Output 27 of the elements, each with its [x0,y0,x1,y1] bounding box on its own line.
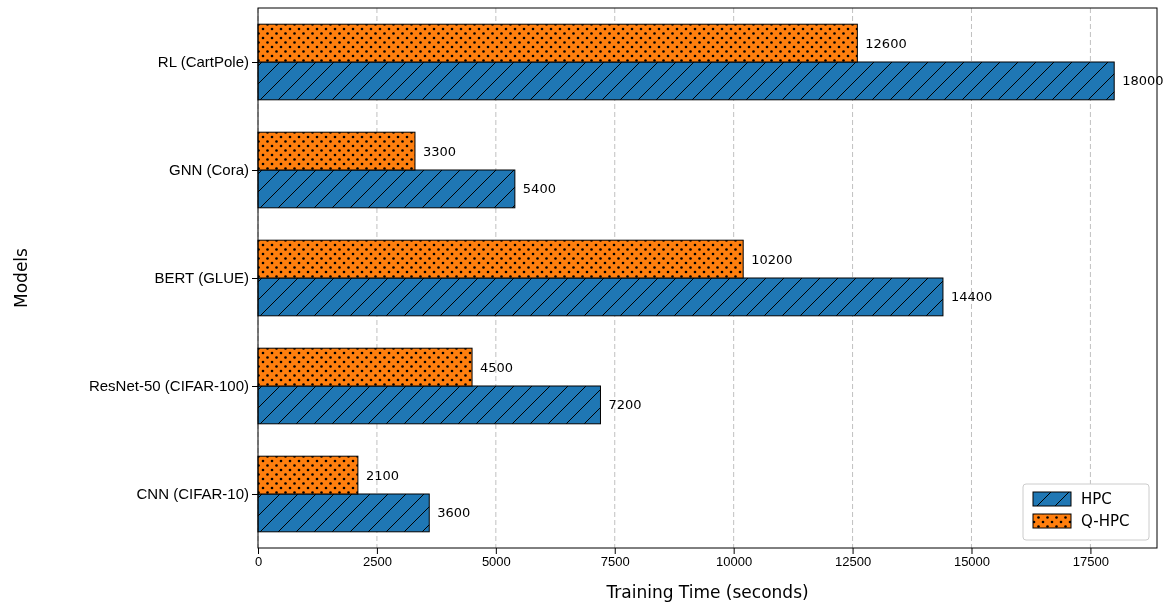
data-label: 2100 [365,467,399,483]
x-tick-label: 10000 [716,554,753,570]
y-tick-label: ResNet-50 (CIFAR-100) [88,377,249,395]
y-tick-label: RL (CartPole) [157,53,249,71]
data-label: 5400 [522,181,556,197]
data-label: 4500 [480,359,514,375]
data-label: 10200 [751,251,793,267]
data-label: 3600 [437,505,471,521]
legend-label: Q-HPC [1081,512,1130,531]
x-tick-label: 12500 [835,554,872,570]
x-tick-label: 5000 [481,554,511,570]
x-axis-title: Training Time (seconds) [605,582,809,602]
x-tick-label: 2500 [362,554,392,570]
data-label: 18000 [1122,73,1164,89]
data-label: 7200 [608,397,642,413]
data-label: 3300 [422,143,457,159]
y-axis-title: Models [11,247,31,308]
data-label: 12600 [865,35,907,51]
y-tick-label: CNN (CIFAR-10) [136,485,249,503]
x-tick-label: 17500 [1072,554,1109,570]
x-tick-label: 0 [254,554,263,570]
y-tick-label: GNN (Cora) [168,161,249,179]
y-tick-label: BERT (GLUE) [154,269,249,287]
data-label: 14400 [950,289,993,305]
x-tick-label: 7500 [600,554,630,570]
x-tick-label: 15000 [953,554,991,570]
legend-label: HPC [1081,490,1112,509]
